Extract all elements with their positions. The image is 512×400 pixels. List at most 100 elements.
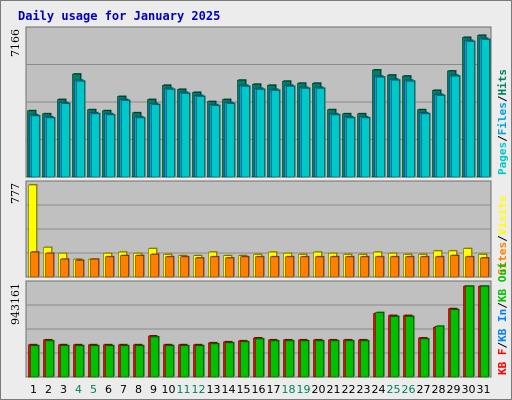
bar-visits-sites [195,257,204,278]
bar-visits-sites [285,256,294,278]
bar-hits-pages [481,39,490,178]
bar-visits-sites [315,256,324,278]
bar-visits-sites [405,256,414,278]
bar-kbytes-kb-out [75,345,84,378]
bar-visits-sites [90,258,99,278]
bar-kbytes-kb-out [345,340,354,378]
legend-item: Pages [496,142,509,175]
bar-hits-pages [286,86,295,178]
x-tick-label: 26 [402,383,416,396]
bar-hits-pages [121,100,130,178]
bar-kbytes-kb-out [150,336,159,378]
x-tick-label: 4 [75,383,82,396]
bar-kbytes-kb-out [285,340,294,378]
ymax-label-hits: 7166 [9,29,22,57]
bar-visits-sites [105,256,114,278]
x-tick-label: 23 [357,383,371,396]
bar-hits-pages [271,90,280,178]
bar-hits-pages [61,103,70,178]
bar-kbytes-kb-out [450,309,459,378]
bar-hits-pages [301,88,310,178]
legend-kbytes: KB F/KB In/KB Out [496,262,509,375]
bar-kbytes-kb-out [90,345,99,378]
bar-visits-sites [255,256,264,278]
bar-kbytes-kb-out [60,345,69,378]
bar-hits-pages [331,114,340,178]
bar-visits-sites [270,256,279,278]
bar-hits-pages [391,79,400,178]
bar-kbytes-kb-out [420,338,429,378]
bar-visits-sites [435,256,444,278]
bar-hits-pages [226,103,235,178]
bar-kbytes-kb-out [360,340,369,378]
bar-hits-pages [256,89,265,178]
ymax-label-kbytes: 943161 [9,283,22,325]
bar-hits-pages [181,93,190,178]
bar-kbytes-kb-out [330,340,339,378]
bar-visits-sites [240,256,249,278]
bar-hits-pages [346,117,355,178]
bar-kbytes-kb-out [105,345,114,378]
x-tick-label: 29 [447,383,461,396]
bar-kbytes-kb-out [255,338,264,378]
legend-item: Sites [496,242,509,275]
bar-kbytes-kb-out [135,345,144,378]
legend-item: KB F [496,349,509,376]
bar-visits-sites [165,256,174,278]
bar-visits-sites [45,253,54,278]
legend-item: KB Out [496,262,509,302]
bar-visits-sites [330,256,339,278]
bar-visits-sites [180,256,189,278]
x-tick-label: 6 [105,383,112,396]
bar-kbytes-kb-out [165,345,174,378]
x-tick-label: 28 [432,383,446,396]
bar-kbytes-kb-out [405,316,414,378]
x-tick-label: 14 [222,383,236,396]
x-tick-label: 10 [162,383,176,396]
x-tick-label: 12 [192,383,206,396]
bar-kbytes-kb-out [435,325,444,378]
x-tick-label: 16 [252,383,266,396]
bar-kbytes-kb-out [315,340,324,378]
bar-hits-pages [136,117,145,178]
bar-visits-sites [225,257,234,278]
bar-kbytes-kb-out [225,342,234,378]
bar-visits-sites [300,256,309,278]
bar-visits-sites [135,255,144,278]
bar-visits-sites [150,254,159,278]
legend-hits: Pages/Files/Hits [496,69,509,175]
bar-kbytes-kb-out [195,345,204,378]
bar-kbytes-kb-out [390,316,399,378]
bar-visits-sites [465,256,474,278]
ymax-label-visits: 777 [9,183,22,204]
bar-hits-pages [211,105,220,178]
bar-visits-sites [75,260,84,278]
x-tick-label: 15 [237,383,251,396]
x-tick-label: 1 [30,383,37,396]
chart-title: Daily usage for January 2025 [18,9,220,23]
legend-item: Files [496,102,509,135]
x-tick-label: 7 [120,383,127,396]
bar-visits-sites [120,255,129,278]
bar-hits-pages [166,89,175,178]
bar-visits-sites [420,256,429,278]
x-tick-label: 18 [282,383,296,396]
bar-kbytes-kb-out [375,312,384,378]
x-tick-label: 24 [372,383,386,396]
bar-hits-pages [421,113,430,178]
legend-item: KB In [496,309,509,342]
bar-hits-pages [106,114,115,178]
bar-visits-sites [60,258,69,278]
x-tick-label: 21 [327,383,341,396]
bar-visits-sites [375,256,384,278]
x-tick-label: 30 [462,383,476,396]
bar-visits-sites [30,251,39,278]
bar-visits-sites [345,256,354,278]
bar-kbytes-kb-out [30,345,39,378]
legend-item: Hits [496,69,509,96]
bar-hits-pages [196,96,205,178]
bar-kbytes-kb-out [465,285,474,378]
bar-kbytes-kb-out [480,285,489,378]
x-tick-label: 5 [90,383,97,396]
